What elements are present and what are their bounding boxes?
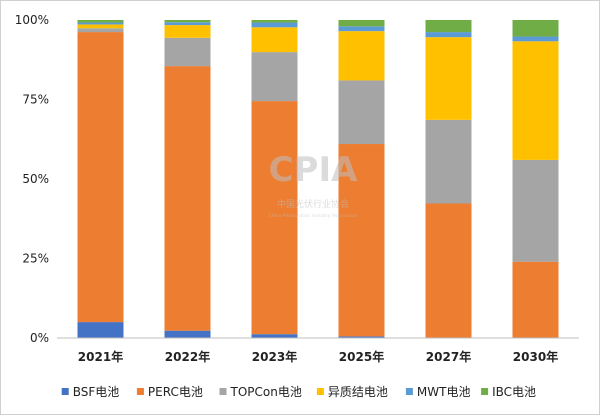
bar-segment-2030年-PERC电池 [512, 261, 559, 338]
legend-item: TOPCon电池 [219, 385, 302, 399]
x-tick-label: 2023年 [252, 349, 297, 364]
bar-segment-2023年-MWT电池 [251, 22, 298, 28]
watermark-org-cn: 中国光伏行业协会 [277, 198, 349, 210]
legend-label: BSF电池 [73, 385, 120, 399]
bar-segment-2023年-BSF电池 [251, 334, 298, 338]
legend-swatch [219, 388, 227, 395]
bar-segment-2023年-TOPCon电池 [251, 52, 298, 102]
legend-label: PERC电池 [148, 385, 203, 399]
legend-swatch [136, 388, 144, 395]
watermark-org-en: China Photovoltaic Industry Association [268, 213, 357, 219]
x-tick-label: 2030年 [513, 349, 558, 364]
legend-swatch [316, 388, 324, 395]
bar-segment-2030年-TOPCon电池 [512, 159, 559, 262]
bar-segment-2021年-MWT电池 [77, 22, 124, 25]
legend-swatch [61, 388, 69, 395]
y-tick-label: 75% [22, 93, 49, 107]
legend-label: 异质结电池 [328, 385, 388, 399]
y-tick-label: 25% [22, 252, 49, 266]
bar-segment-2025年-BSF电池 [338, 336, 385, 338]
bar-segment-2022年-BSF电池 [164, 330, 211, 338]
bar-segment-2025年-TOPCon电池 [338, 80, 385, 145]
bar-segment-2022年-PERC电池 [164, 66, 211, 331]
legend-item: PERC电池 [136, 385, 203, 399]
bar-segment-2022年-MWT电池 [164, 22, 211, 26]
bar-segment-2021年-异质结电池 [77, 24, 124, 29]
bar-segment-2025年-IBC电池 [338, 20, 385, 27]
cpia-watermark: CPIA 中国光伏行业协会 China Photovoltaic Industr… [268, 150, 358, 219]
bar-segment-2027年-MWT电池 [425, 32, 472, 38]
legend-item: IBC电池 [481, 385, 536, 399]
bar-segment-2021年-IBC电池 [77, 20, 124, 23]
x-tick-label: 2021年 [78, 349, 123, 364]
bar-segment-2030年-MWT电池 [512, 36, 559, 42]
bar-segment-2027年-PERC电池 [425, 203, 472, 338]
bar-segment-2030年-异质结电池 [512, 41, 559, 160]
bar-segment-2025年-异质结电池 [338, 31, 385, 81]
bar-segment-2023年-PERC电池 [251, 101, 298, 335]
y-tick-label: 100% [15, 13, 49, 27]
legend-swatch [481, 388, 489, 395]
legend-label: TOPCon电池 [230, 385, 302, 399]
plot-area [77, 20, 559, 338]
x-tick-label: 2022年 [165, 349, 210, 364]
bar-segment-2022年-TOPCon电池 [164, 37, 211, 67]
bar-segment-2027年-TOPCon电池 [425, 119, 472, 204]
bar-segment-2027年-IBC电池 [425, 20, 472, 33]
bar-segment-2022年-IBC电池 [164, 20, 211, 23]
y-tick-label: 50% [22, 172, 49, 186]
legend: BSF电池 PERC电池 TOPCon电池 异质结电池 MWT电池 IBC电池 [61, 385, 536, 399]
legend-swatch [405, 388, 413, 395]
bar-segment-2025年-PERC电池 [338, 144, 385, 337]
x-tick-label: 2027年 [426, 349, 471, 364]
y-tick-labels: 0% 25% 50% 75% 100% [15, 13, 49, 345]
bar-segment-2030年-IBC电池 [512, 20, 559, 37]
bar-segment-2021年-BSF电池 [77, 322, 124, 338]
x-tick-label: 2025年 [339, 349, 384, 364]
legend-item: 异质结电池 [316, 385, 388, 399]
x-tick-labels: 2021年 2022年 2023年 2025年 2027年 2030年 [78, 349, 558, 364]
y-tick-label: 0% [30, 331, 49, 345]
bar-segment-2025年-MWT电池 [338, 26, 385, 32]
bar-segment-2021年-TOPCon电池 [77, 28, 124, 33]
bar-segment-2023年-IBC电池 [251, 20, 298, 23]
legend-item: MWT电池 [405, 385, 471, 399]
bar-segment-2022年-异质结电池 [164, 25, 211, 38]
bar-segment-2021年-PERC电池 [77, 32, 124, 323]
bar-segment-2027年-异质结电池 [425, 37, 472, 120]
legend-label: IBC电池 [492, 385, 536, 399]
legend-label: MWT电池 [417, 385, 471, 399]
bar-segment-2023年-异质结电池 [251, 27, 298, 53]
legend-item: BSF电池 [61, 385, 120, 399]
watermark-logo: CPIA [269, 150, 359, 190]
